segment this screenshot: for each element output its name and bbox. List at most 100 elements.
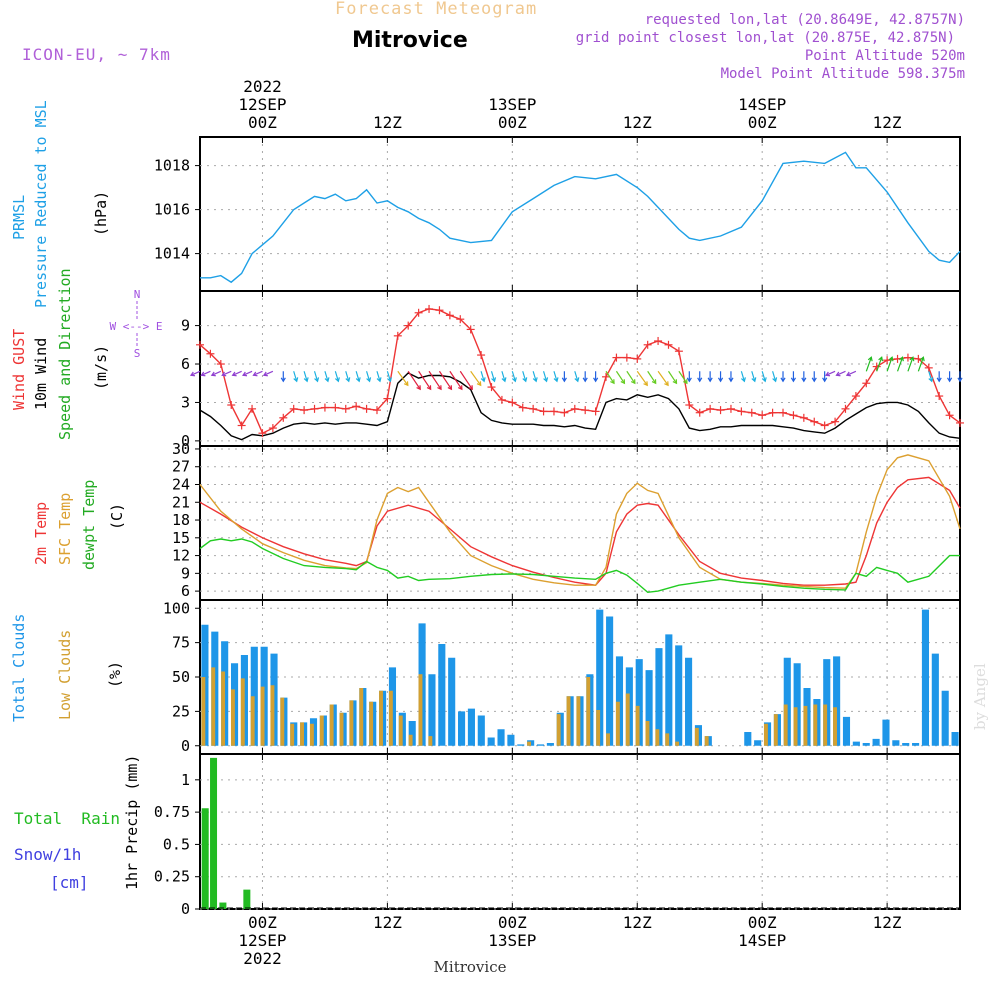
wind-arrow-head bbox=[334, 377, 340, 383]
compass-n: N bbox=[134, 288, 141, 301]
wind-arrow-head bbox=[355, 377, 361, 383]
wind-arrow bbox=[511, 371, 517, 383]
wind-arrow bbox=[280, 371, 286, 383]
wind-arrow bbox=[876, 356, 884, 372]
pressure-label-2: Pressure Reduced to MSL bbox=[32, 100, 50, 308]
rain-bar bbox=[201, 808, 209, 909]
gust-marker bbox=[227, 401, 236, 410]
point-altitude: Point Altitude 520m bbox=[805, 48, 965, 64]
gust-marker bbox=[393, 331, 402, 340]
wind-arrow bbox=[636, 370, 648, 387]
wind-arrow-head bbox=[553, 377, 559, 383]
wind-arrow bbox=[438, 370, 453, 391]
wind-arrow-shaft bbox=[211, 370, 222, 376]
wind-arrow-shaft bbox=[428, 370, 442, 390]
wind-arrow bbox=[657, 370, 669, 387]
total-cloud-bar bbox=[536, 744, 545, 746]
wind-arrow-shaft bbox=[438, 370, 452, 390]
gust-marker bbox=[383, 394, 392, 403]
wind-arrow bbox=[200, 370, 211, 377]
wind-arrow-shaft bbox=[886, 357, 893, 372]
gust-marker bbox=[320, 403, 329, 412]
wind-arrow-shaft bbox=[253, 370, 263, 376]
low-clouds-label: Low Clouds bbox=[56, 630, 74, 720]
wind-arrow bbox=[740, 371, 746, 383]
top-time-label: 12Z bbox=[873, 113, 902, 132]
wind-arrow-head bbox=[447, 385, 453, 391]
wind-arrow-head bbox=[643, 381, 648, 387]
wind-arrow-shaft bbox=[740, 371, 745, 382]
wind-arrow bbox=[262, 370, 274, 377]
total-cloud-bar bbox=[596, 609, 604, 746]
wind-arrow bbox=[896, 356, 904, 372]
wind-arrow-head bbox=[437, 385, 442, 391]
low-cloud-bar bbox=[260, 686, 265, 746]
wind-arrow-head bbox=[511, 377, 517, 383]
wind-arrow bbox=[647, 370, 657, 385]
temperature-line-dewpt-temp bbox=[199, 538, 960, 594]
wind-arrow-head bbox=[867, 356, 873, 362]
wind-arrow-shaft bbox=[366, 371, 371, 382]
wind-arrow-shaft bbox=[865, 357, 872, 372]
wind-arrow-shaft bbox=[501, 371, 506, 382]
gust-marker bbox=[352, 402, 361, 411]
wind-arrow-head bbox=[928, 377, 934, 383]
gust-marker bbox=[654, 336, 663, 345]
wind-arrow-head bbox=[480, 377, 486, 383]
total-cloud-bar bbox=[458, 711, 466, 746]
wind-10m-label: 10m Wind bbox=[32, 338, 50, 410]
wind-labels: Wind GUST 10m Wind Speed and Direction (… bbox=[10, 268, 162, 440]
low-cloud-bar bbox=[625, 693, 630, 746]
total-cloud-bar bbox=[428, 674, 436, 746]
wind-arrow-shaft bbox=[761, 371, 766, 382]
bottom-time-label: 12Z bbox=[623, 913, 652, 932]
wind-arrow bbox=[626, 370, 636, 385]
wind-arrow-head bbox=[593, 377, 599, 383]
gust-marker bbox=[237, 421, 246, 430]
wind-arrow bbox=[751, 371, 757, 383]
gust-marker bbox=[612, 353, 621, 362]
wind-arrow-head bbox=[630, 379, 636, 385]
gust-marker bbox=[560, 408, 569, 417]
gust-marker bbox=[633, 354, 642, 363]
wind-arrow-head bbox=[532, 377, 538, 383]
low-cloud-bar bbox=[606, 733, 610, 746]
gust-marker bbox=[549, 407, 558, 416]
gust-marker bbox=[425, 304, 434, 313]
top-time-label: 00Z bbox=[248, 113, 277, 132]
wind-arrow-head bbox=[314, 377, 320, 383]
wind-ytick-label: 9 bbox=[181, 317, 190, 335]
gust-marker bbox=[518, 403, 527, 412]
total-cloud-bar bbox=[517, 744, 525, 746]
wind-arrow-head bbox=[293, 377, 299, 383]
bottom-time-label: 13SEP bbox=[488, 931, 536, 950]
wind-arrow-head bbox=[772, 377, 778, 383]
gust-marker bbox=[508, 398, 517, 407]
gust-marker bbox=[268, 424, 277, 433]
wind-arrow-shaft bbox=[626, 370, 636, 384]
wind-arrow-head bbox=[376, 377, 382, 383]
wind-arrow-head bbox=[672, 379, 678, 385]
low-cloud-bar bbox=[270, 685, 275, 746]
wind-arrow-shaft bbox=[772, 371, 777, 382]
wind-arrow bbox=[459, 370, 473, 391]
wind-arrow bbox=[293, 371, 299, 383]
low-cloud-bar bbox=[418, 674, 423, 746]
gust-marker bbox=[664, 340, 673, 349]
low-cloud-bar bbox=[379, 690, 383, 746]
wind-arrow bbox=[790, 371, 797, 383]
wind-arrow-shaft bbox=[232, 370, 242, 376]
wind-arrow bbox=[835, 370, 846, 377]
low-cloud-bar bbox=[813, 704, 818, 746]
top-time-label: 2022 bbox=[243, 77, 282, 96]
total-cloud-bar bbox=[754, 740, 762, 746]
wind-arrow-head bbox=[280, 377, 286, 383]
gust-marker bbox=[779, 408, 788, 417]
wind-arrow-head bbox=[252, 371, 258, 377]
wind-arrow bbox=[397, 370, 409, 387]
gust-marker bbox=[737, 407, 746, 416]
wind-arrow-shaft bbox=[647, 370, 657, 384]
wind-ytick-label: 6 bbox=[181, 355, 190, 373]
top-time-label: 12SEP bbox=[238, 95, 286, 114]
wind-arrow-shaft bbox=[825, 370, 836, 376]
